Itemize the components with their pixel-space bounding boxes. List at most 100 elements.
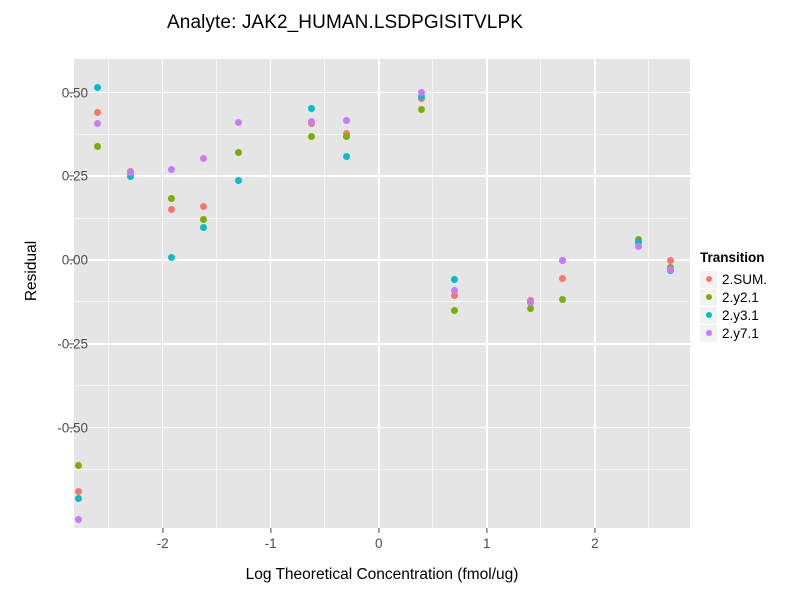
legend: Transition 2.SUM. 2.y2.1 2.y3.1 2.y7.1 (700, 250, 767, 342)
data-point (450, 287, 458, 295)
x-axis-tick-mark (486, 528, 488, 533)
data-point (94, 83, 102, 91)
data-point (634, 243, 642, 251)
x-axis-tick-mark (378, 528, 380, 533)
data-point (200, 155, 208, 163)
legend-item-label: 2.y7.1 (722, 325, 759, 341)
data-point (200, 202, 208, 210)
x-axis-tick-label: 2 (591, 536, 599, 551)
data-point (94, 109, 102, 117)
gridline (74, 426, 690, 429)
legend-item-2-sum-[interactable]: 2.SUM. (700, 270, 767, 288)
gridline (161, 59, 164, 528)
data-point (167, 206, 175, 214)
data-point (342, 132, 350, 140)
data-point (126, 168, 134, 176)
x-axis-tick-mark (270, 528, 272, 533)
data-point (94, 142, 102, 150)
data-point (450, 291, 458, 299)
data-point (558, 256, 566, 264)
data-point (74, 516, 82, 524)
legend-items: 2.SUM. 2.y2.1 2.y3.1 2.y7.1 (700, 270, 767, 342)
gridline (432, 59, 434, 528)
x-axis-tick-label: -1 (264, 536, 277, 551)
data-point (526, 299, 534, 307)
data-point (74, 461, 82, 469)
gridline (324, 59, 326, 528)
gridline (74, 217, 690, 219)
data-point (418, 89, 426, 96)
x-axis-tick-mark (594, 528, 596, 533)
gridline (108, 59, 110, 528)
data-point (526, 305, 534, 313)
x-axis-tick-mark (162, 528, 164, 533)
data-point (167, 166, 175, 174)
data-point (418, 93, 426, 101)
gridline (377, 59, 380, 528)
gridline (74, 385, 690, 387)
data-point (74, 487, 82, 495)
legend-item-2-y7-1[interactable]: 2.y7.1 (700, 324, 767, 342)
data-point (308, 105, 316, 113)
data-point (308, 132, 316, 140)
data-point (94, 119, 102, 127)
data-point (418, 106, 426, 114)
data-point (667, 256, 675, 264)
plot-panel (74, 59, 690, 528)
y-axis-tick-mark (69, 426, 74, 429)
gridline (74, 133, 690, 135)
y-axis-tick-label: 0.50 (61, 85, 88, 100)
gridline (269, 59, 272, 528)
legend-key-swatch (700, 324, 717, 342)
legend-item-label: 2.SUM. (722, 271, 768, 287)
gridline (486, 59, 488, 528)
y-axis-title: Residual (23, 240, 40, 302)
x-axis-tick-label: 1 (483, 536, 491, 551)
y-axis-tick-label: 0.00 (61, 252, 88, 268)
data-point (74, 495, 82, 503)
legend-title: Transition (700, 250, 765, 265)
data-point (167, 194, 175, 202)
y-axis-tick-mark (69, 91, 74, 94)
gridline (74, 91, 690, 94)
data-point (634, 239, 642, 247)
data-point (308, 118, 316, 126)
legend-dot-icon (705, 330, 712, 336)
legend-item-2-y2-1[interactable]: 2.y2.1 (700, 288, 767, 306)
legend-dot-icon (705, 294, 712, 300)
x-axis-tick-label: 0 (374, 536, 383, 551)
data-point (667, 265, 675, 273)
x-axis-tick-label: -2 (156, 536, 169, 551)
legend-item-label: 2.y3.1 (722, 307, 759, 323)
legend-key-swatch (700, 306, 717, 324)
y-axis-tick-mark (69, 343, 74, 345)
data-point (234, 119, 242, 127)
data-point (126, 172, 134, 180)
y-axis-tick-mark (69, 175, 74, 177)
data-point (234, 148, 242, 156)
data-point (342, 117, 350, 125)
gridline (540, 59, 542, 528)
legend-item-label: 2.y2.1 (722, 289, 759, 305)
data-point (450, 307, 458, 315)
legend-key-swatch (700, 288, 717, 306)
data-point (234, 176, 242, 184)
gridline (74, 175, 690, 178)
data-point (558, 274, 566, 282)
legend-dot-icon (705, 276, 712, 282)
data-point (450, 275, 458, 283)
legend-item-2-y3-1[interactable]: 2.y3.1 (700, 306, 767, 324)
data-point (342, 153, 350, 161)
gridline (74, 301, 690, 303)
gridline (216, 59, 218, 528)
y-axis-tick-label: 0.25 (61, 168, 88, 184)
gridline (74, 259, 690, 261)
legend-key-swatch (700, 270, 717, 288)
x-axis-title: Log Theoretical Concentration (fmol/ug) (245, 566, 519, 583)
data-point (558, 296, 566, 304)
y-axis-tick-mark (69, 259, 74, 261)
legend-dot-icon (705, 312, 712, 318)
data-point (200, 223, 208, 231)
data-point (167, 253, 175, 261)
